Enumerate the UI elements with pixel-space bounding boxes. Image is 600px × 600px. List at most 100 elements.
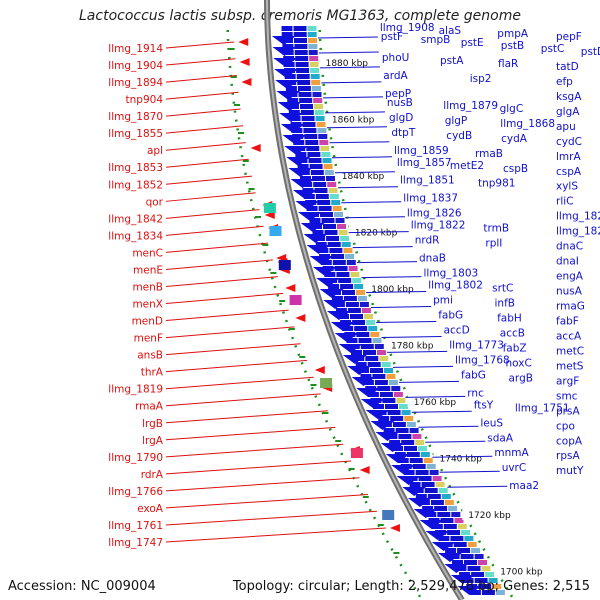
forward-gene-arrow[interactable]: [365, 410, 390, 419]
forward-gene-arrow[interactable]: [300, 223, 325, 232]
feature-block[interactable]: [312, 92, 322, 97]
forward-gene-block[interactable]: [295, 152, 307, 157]
cog-gene-block[interactable]: [317, 200, 331, 205]
left-gene-label[interactable]: lrgB: [142, 418, 163, 430]
reverse-gene-block[interactable]: [289, 295, 302, 305]
forward-gene-block[interactable]: [425, 512, 437, 517]
forward-gene-arrow[interactable]: [286, 157, 311, 166]
forward-gene-arrow[interactable]: [391, 465, 416, 474]
reverse-gene-block[interactable]: [278, 260, 291, 270]
feature-block[interactable]: [372, 338, 382, 343]
left-gene-label[interactable]: llmg_1790: [108, 452, 163, 464]
cog-gene-block[interactable]: [309, 164, 323, 169]
cog-gene-block[interactable]: [478, 584, 492, 589]
right-gene-label[interactable]: metC: [556, 345, 584, 357]
forward-gene-arrow[interactable]: [280, 124, 305, 133]
cog-gene-block[interactable]: [471, 572, 485, 577]
forward-gene-block[interactable]: [462, 578, 474, 583]
feature-block[interactable]: [423, 458, 433, 463]
feature-block[interactable]: [404, 416, 414, 421]
right-gene-label[interactable]: engA: [556, 271, 584, 283]
cog-gene-block[interactable]: [331, 254, 345, 259]
feature-block[interactable]: [319, 140, 329, 145]
forward-gene-block[interactable]: [362, 380, 374, 385]
right-gene-label[interactable]: pstE: [461, 37, 484, 49]
cog-gene-block[interactable]: [307, 152, 321, 157]
forward-gene-block[interactable]: [284, 74, 296, 79]
reverse-gene-arrow[interactable]: [314, 366, 325, 374]
left-gene-label[interactable]: thrA: [141, 367, 164, 379]
right-gene-label[interactable]: cspA: [556, 166, 582, 178]
feature-block[interactable]: [343, 248, 353, 253]
cog-gene-block[interactable]: [370, 368, 383, 373]
cog-gene-block[interactable]: [299, 98, 313, 103]
forward-gene-block[interactable]: [300, 176, 311, 181]
right-gene-label[interactable]: llmg_1827: [556, 211, 600, 223]
forward-gene-arrow[interactable]: [396, 476, 421, 485]
cog-gene-block[interactable]: [326, 236, 340, 241]
forward-gene-arrow[interactable]: [330, 322, 355, 331]
cog-gene-block[interactable]: [295, 62, 309, 67]
feature-block[interactable]: [354, 284, 364, 289]
feature-block[interactable]: [474, 554, 484, 559]
forward-gene-arrow[interactable]: [380, 443, 405, 452]
right-gene-label[interactable]: cydA: [501, 133, 528, 145]
cog-gene-block[interactable]: [312, 176, 325, 181]
right-gene-label[interactable]: uvrC: [502, 462, 527, 474]
cog-gene-block[interactable]: [418, 476, 432, 481]
forward-gene-block[interactable]: [415, 494, 427, 499]
right-gene-label[interactable]: sdaA: [487, 432, 514, 444]
right-gene-label[interactable]: cspB: [503, 163, 528, 175]
feature-block[interactable]: [464, 536, 474, 541]
right-gene-label[interactable]: pmi: [433, 295, 453, 307]
feature-block[interactable]: [364, 314, 373, 319]
feature-block[interactable]: [309, 56, 319, 61]
cog-gene-block[interactable]: [304, 134, 318, 139]
forward-gene-arrow[interactable]: [356, 388, 381, 397]
forward-gene-block[interactable]: [373, 404, 384, 409]
right-gene-label[interactable]: llmg_1773: [449, 339, 504, 351]
feature-block[interactable]: [346, 260, 356, 265]
cog-gene-block[interactable]: [374, 380, 388, 385]
cog-gene-block[interactable]: [390, 416, 404, 421]
reverse-gene-block[interactable]: [320, 378, 333, 388]
right-gene-label[interactable]: llmg_1768: [455, 354, 510, 366]
right-gene-label[interactable]: fabZ: [503, 342, 527, 354]
cog-gene-block[interactable]: [298, 92, 312, 97]
feature-block[interactable]: [329, 194, 339, 199]
feature-block[interactable]: [331, 200, 341, 205]
right-gene-label[interactable]: llmg_1851: [400, 175, 455, 187]
feature-block[interactable]: [316, 122, 326, 127]
right-gene-label[interactable]: ftsY: [474, 399, 494, 411]
right-gene-label[interactable]: llmg_1802: [428, 280, 483, 292]
forward-gene-block[interactable]: [328, 284, 340, 289]
feature-block[interactable]: [323, 164, 333, 169]
reverse-gene-arrow[interactable]: [285, 284, 296, 292]
cog-gene-block[interactable]: [350, 314, 363, 319]
forward-gene-block[interactable]: [445, 548, 457, 553]
reverse-gene-arrow[interactable]: [241, 78, 252, 86]
cog-gene-block[interactable]: [297, 86, 311, 91]
right-gene-label[interactable]: mnmA: [494, 447, 529, 459]
cog-gene-block[interactable]: [297, 80, 311, 85]
feature-block[interactable]: [335, 218, 345, 223]
cog-gene-block[interactable]: [460, 554, 474, 559]
cog-gene-block[interactable]: [365, 356, 379, 361]
feature-block[interactable]: [337, 224, 346, 229]
forward-gene-arrow[interactable]: [292, 190, 317, 199]
forward-gene-block[interactable]: [315, 242, 327, 247]
right-gene-label[interactable]: smpB: [421, 34, 451, 46]
left-gene-label[interactable]: llmg_1747: [108, 537, 163, 549]
feature-block[interactable]: [399, 404, 408, 409]
cog-gene-block[interactable]: [300, 104, 313, 109]
forward-gene-arrow[interactable]: [413, 509, 438, 518]
cog-gene-block[interactable]: [427, 494, 441, 499]
right-gene-label[interactable]: prsA: [556, 405, 580, 417]
feature-block[interactable]: [418, 446, 427, 451]
cog-gene-block[interactable]: [406, 452, 420, 457]
forward-gene-arrow[interactable]: [334, 333, 359, 342]
right-gene-label[interactable]: pmpA: [497, 28, 529, 40]
forward-gene-arrow[interactable]: [277, 102, 302, 111]
reverse-gene-arrow[interactable]: [238, 38, 249, 46]
feature-block[interactable]: [406, 422, 416, 427]
